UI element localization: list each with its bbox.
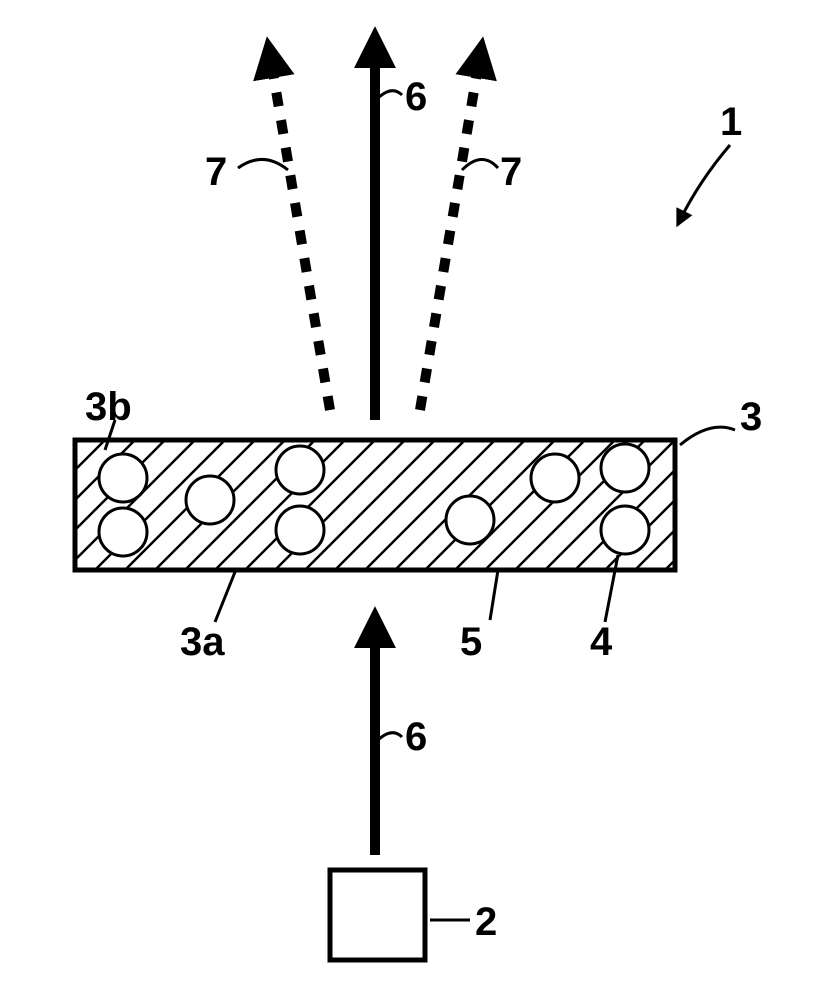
leader-line — [215, 572, 235, 622]
label-one: 1 — [720, 100, 742, 144]
label-three: 3 — [740, 395, 762, 439]
scattered-light-arrow — [420, 55, 480, 410]
diagram: 1 2 3 3a 3b 4 5 6 6 7 7 — [0, 0, 824, 1000]
leader-line — [462, 159, 498, 170]
leader-line — [378, 733, 402, 740]
label-five: 5 — [460, 620, 482, 664]
label-seven-r: 7 — [500, 150, 522, 194]
leader-line — [490, 570, 498, 620]
label-seven-l: 7 — [205, 150, 227, 194]
leader-line — [378, 91, 402, 98]
label-three-b: 3b — [85, 385, 132, 429]
leader-line — [238, 159, 288, 170]
label-six-mid: 6 — [405, 715, 427, 759]
label-two: 2 — [475, 900, 497, 944]
leader-line — [680, 427, 735, 445]
label-six-top: 6 — [405, 75, 427, 119]
scattered-light-arrow — [270, 55, 330, 410]
leader-line — [680, 145, 730, 220]
label-four: 4 — [590, 620, 613, 664]
label-three-a: 3a — [180, 620, 225, 664]
light-source — [330, 870, 425, 960]
